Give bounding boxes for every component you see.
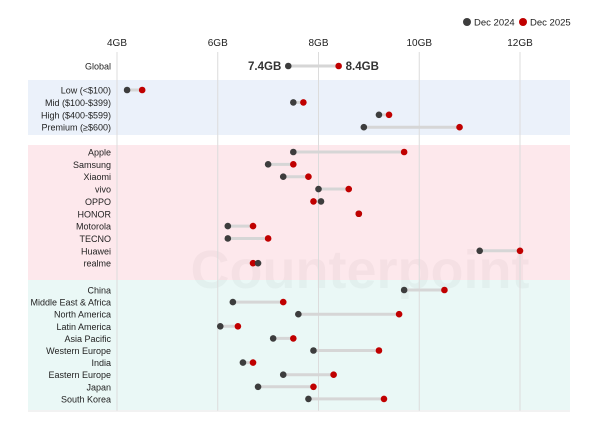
row-label: Mid ($100-$399) (45, 98, 111, 108)
row-label: OPPO (85, 197, 111, 207)
row-label: India (91, 358, 111, 368)
point-dec-2024 (305, 395, 312, 403)
point-dec-2025 (290, 335, 297, 342)
row-label: Eastern Europe (48, 370, 111, 380)
group-band (28, 80, 570, 135)
point-dec-2025 (249, 359, 257, 366)
row-label: China (87, 286, 111, 296)
point-dec-2025 (305, 173, 312, 180)
row-label: Apple (88, 148, 111, 158)
row-label: HONOR (78, 209, 112, 219)
point-dec-2024 (476, 247, 484, 255)
point-dec-2025 (400, 148, 408, 156)
point-dec-2025 (355, 210, 363, 218)
row-label: Xiaomi (83, 172, 111, 182)
row-label: Middle East & Africa (30, 298, 111, 308)
row-label: Latin America (56, 322, 111, 332)
legend-label-dec-2024: Dec 2024 (474, 18, 515, 29)
row-label: realme (83, 259, 111, 269)
point-dec-2025 (249, 222, 257, 230)
row-label: Samsung (73, 160, 111, 170)
point-dec-2025 (290, 161, 297, 168)
point-dec-2024 (360, 123, 368, 131)
point-dec-2025 (380, 395, 388, 403)
x-tick-label: 12GB (507, 38, 533, 49)
row-label: Motorola (76, 222, 111, 232)
group-band (28, 145, 570, 299)
point-dec-2025 (441, 286, 448, 294)
point-dec-2024 (224, 235, 232, 242)
point-dec-2024 (290, 148, 297, 156)
point-dec-2024 (239, 359, 247, 366)
row-label: South Korea (61, 394, 111, 404)
point-dec-2024 (224, 222, 232, 230)
point-dec-2025 (264, 235, 272, 242)
point-dec-2025 (300, 99, 307, 106)
point-dec-2024 (229, 298, 237, 306)
value-label-dec-2024: 7.4GB (248, 61, 281, 73)
point-dec-2024 (279, 173, 287, 180)
point-dec-2025 (456, 123, 463, 131)
point-dec-2024 (310, 347, 317, 354)
point-dec-2024 (284, 62, 292, 70)
point-dec-2025 (310, 198, 317, 205)
legend-marker-dec-2024 (463, 18, 471, 26)
x-tick-label: 10GB (406, 38, 432, 49)
row-label: Asia Pacific (64, 334, 111, 344)
point-dec-2024 (264, 161, 272, 168)
legend-label-dec-2025: Dec 2025 (530, 18, 571, 29)
point-dec-2024 (123, 86, 131, 94)
row-label: Premium (≥$600) (42, 123, 111, 133)
point-dec-2025 (375, 347, 383, 354)
row-label: Low (<$100) (61, 86, 111, 96)
point-dec-2024 (290, 99, 297, 106)
row-label: TECNO (80, 234, 112, 244)
point-dec-2025 (310, 383, 317, 391)
row-label: Japan (86, 382, 111, 392)
point-dec-2024 (216, 323, 224, 330)
point-dec-2025 (279, 298, 287, 306)
value-label-dec-2025: 8.4GB (346, 61, 379, 73)
point-dec-2024 (269, 335, 277, 342)
point-dec-2025 (138, 86, 146, 94)
point-dec-2024 (317, 198, 325, 205)
point-dec-2025 (335, 62, 342, 70)
point-dec-2024 (254, 259, 262, 267)
legend-marker-dec-2025 (519, 18, 527, 26)
point-dec-2024 (295, 310, 302, 318)
point-dec-2025 (345, 185, 353, 193)
row-label: vivo (95, 185, 111, 195)
row-label: North America (54, 310, 111, 320)
point-dec-2025 (516, 247, 524, 255)
point-dec-2025 (395, 310, 403, 318)
point-dec-2024 (375, 111, 383, 119)
row-label: Global (85, 62, 111, 72)
row-label: Western Europe (46, 346, 111, 356)
point-dec-2025 (385, 111, 393, 119)
row-label: Huawei (81, 246, 111, 256)
x-tick-label: 6GB (208, 38, 228, 49)
point-dec-2025 (330, 371, 337, 379)
group-band (28, 280, 570, 410)
point-dec-2025 (249, 259, 257, 267)
point-dec-2024 (254, 383, 262, 391)
row-label: High ($400-$599) (41, 110, 111, 120)
point-dec-2024 (400, 286, 408, 294)
point-dec-2024 (315, 185, 322, 193)
point-dec-2024 (279, 371, 287, 379)
x-tick-label: 8GB (308, 38, 328, 49)
x-tick-label: 4GB (107, 38, 127, 49)
point-dec-2025 (234, 323, 242, 330)
